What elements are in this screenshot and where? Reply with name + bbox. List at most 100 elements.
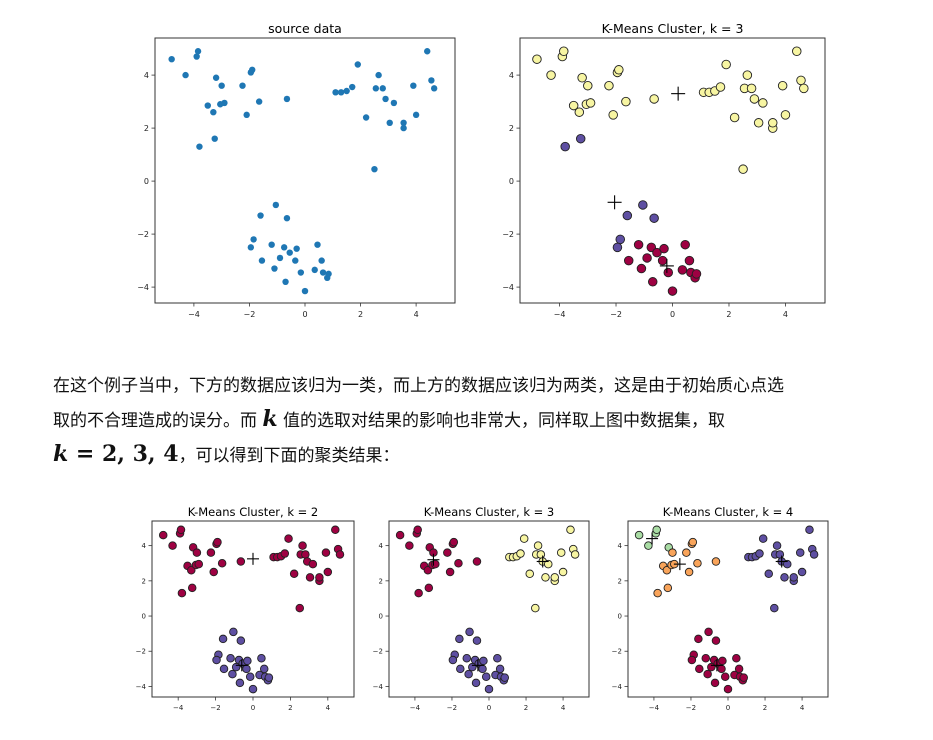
data-point <box>684 567 694 577</box>
data-point <box>301 287 309 295</box>
x-tick-label: −2 <box>210 704 220 712</box>
data-point <box>235 678 245 688</box>
data-point <box>448 655 458 665</box>
data-point <box>382 95 389 103</box>
x-tick-label: −2 <box>447 704 457 712</box>
data-point <box>525 569 534 579</box>
data-point <box>430 85 438 92</box>
data-point <box>797 567 807 577</box>
data-point <box>734 664 744 674</box>
data-point <box>662 566 672 575</box>
data-point <box>742 70 753 80</box>
data-point <box>775 550 785 559</box>
intro-line-1-text: 在这个例子当中，下方的数据应该归为一类，而上方的数据应该归为两类，这是由于初始质… <box>53 376 784 396</box>
x-tick-label: 4 <box>414 310 419 319</box>
data-point <box>531 603 540 613</box>
data-point <box>455 634 464 644</box>
data-point <box>729 112 740 123</box>
data-point <box>704 627 713 637</box>
centroid-marker <box>536 555 549 568</box>
data-point <box>182 71 189 79</box>
data-point <box>314 241 321 248</box>
data-point <box>318 257 325 264</box>
y-tick-label: −2 <box>373 648 383 656</box>
data-point <box>657 255 668 266</box>
data-point <box>663 583 673 593</box>
data-point <box>720 672 730 682</box>
intro-line-1: 在这个例子当中，下方的数据应该归为一类，而上方的数据应该归为两类，这是由于初始质… <box>53 370 923 403</box>
y-tick-label: −4 <box>502 283 514 292</box>
data-point <box>644 541 653 550</box>
data-point <box>574 107 585 117</box>
data-point <box>546 70 556 80</box>
y-tick-label: −2 <box>502 230 514 239</box>
data-point <box>723 684 733 694</box>
data-point <box>239 82 246 89</box>
data-point <box>289 569 299 579</box>
y-tick-label: −2 <box>137 230 149 239</box>
axes-frame <box>154 37 456 304</box>
data-point <box>221 99 228 107</box>
plot-title: K-Means Cluster, k = 3 <box>602 21 744 36</box>
data-point <box>585 98 596 108</box>
data-point <box>739 673 748 682</box>
data-point <box>193 53 200 60</box>
data-point <box>472 636 482 645</box>
data-point <box>219 664 229 674</box>
y-tick-label: 2 <box>144 124 149 133</box>
data-point <box>414 588 423 598</box>
data-point <box>343 87 350 95</box>
data-point <box>653 588 662 598</box>
data-point <box>295 603 305 613</box>
data-point <box>633 239 644 250</box>
data-point <box>412 111 420 119</box>
centroid-marker <box>659 258 674 273</box>
centroid-marker <box>607 195 622 210</box>
data-point <box>293 245 300 252</box>
data-point <box>335 550 345 559</box>
data-point <box>693 558 702 568</box>
data-point <box>717 664 726 674</box>
data-point <box>805 525 814 535</box>
plot-title: source data <box>268 21 342 36</box>
x-tick-label: 2 <box>288 704 292 712</box>
centroid-marker <box>775 555 788 568</box>
data-point <box>311 266 318 274</box>
data-point <box>687 655 697 665</box>
k-equation-lhs: k <box>53 441 69 467</box>
data-point <box>694 634 703 644</box>
x-tick-label: −4 <box>649 704 660 712</box>
data-point <box>649 94 659 104</box>
data-point <box>196 143 203 150</box>
x-tick-label: −2 <box>244 310 256 319</box>
centroid-marker <box>427 553 440 566</box>
scatter-panel-k3: K-Means Cluster, k = 3 −4 −2 0 2 4 −4 −2 0 2 4 <box>373 505 590 712</box>
y-tick-label: 2 <box>509 124 514 133</box>
data-point <box>777 80 788 91</box>
data-point <box>789 573 798 582</box>
data-point <box>454 558 463 568</box>
intro-line-3: k = 2, 3, 4，可以得到下面的聚类结果： <box>53 438 923 473</box>
data-point <box>746 83 757 94</box>
data-point <box>780 110 791 120</box>
x-tick-label: −4 <box>173 704 184 712</box>
data-point <box>247 244 255 251</box>
y-tick-label: −4 <box>137 283 149 292</box>
data-point <box>292 257 299 264</box>
data-point <box>799 83 809 94</box>
data-point <box>372 85 380 92</box>
data-point <box>732 654 741 663</box>
data-point <box>796 75 806 86</box>
data-point <box>711 557 721 566</box>
data-point <box>764 569 773 579</box>
data-point <box>649 213 659 223</box>
x-tick-label: 0 <box>487 704 491 712</box>
data-point <box>677 265 688 275</box>
data-point <box>428 77 435 84</box>
data-point <box>471 678 481 688</box>
data-point <box>257 212 264 219</box>
data-point <box>577 72 587 83</box>
data-point <box>206 548 216 557</box>
data-point <box>217 558 227 568</box>
data-point <box>362 114 370 121</box>
